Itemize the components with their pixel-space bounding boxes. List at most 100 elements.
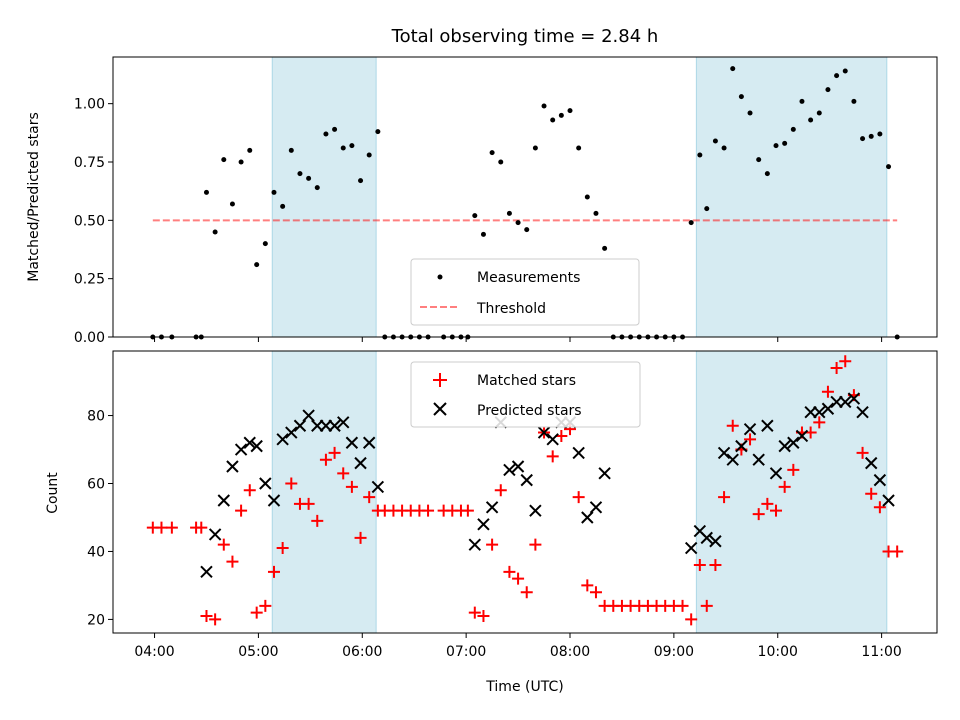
measurements-point-39: [498, 159, 504, 165]
measurements-point-23: [358, 178, 364, 184]
predicted-stars-point-1: [208, 528, 222, 541]
legend-measurements-marker: [437, 274, 443, 280]
measurements-point-81: [860, 136, 866, 142]
measurements-point-69: [756, 157, 762, 163]
legend-matched-label: Matched stars: [477, 373, 576, 389]
measurements-point-74: [799, 98, 805, 104]
predicted-stars-point-15: [328, 419, 341, 432]
measurements-point-13: [271, 189, 277, 195]
measurements-point-15: [288, 147, 294, 153]
top-legend: Measurements Threshold: [410, 258, 640, 326]
top-y-axis-label: Matched/Predicted stars: [26, 112, 42, 282]
measurements-point-42: [524, 227, 530, 233]
matched-stars-point-82: [865, 487, 878, 500]
legend-matched-marker: [433, 373, 447, 387]
matched-stars-point-20: [328, 446, 341, 459]
matched-stars-point-76: [813, 416, 826, 429]
predicted-stars-point-4: [234, 443, 248, 456]
matched-stars-point-15: [285, 477, 298, 490]
top-panel: Total observing time = 2.84 h Matched/Pr…: [26, 26, 938, 346]
measurements-point-18: [314, 185, 320, 191]
measurements-point-62: [697, 152, 703, 158]
matched-stars-point-78: [830, 361, 843, 374]
matched-stars-point-69: [752, 508, 765, 521]
predicted-stars-point-43: [735, 439, 748, 453]
matched-stars-point-71: [770, 504, 783, 517]
bottom-y-axis-label: Count: [45, 472, 61, 514]
measurements-point-8: [229, 201, 235, 207]
bottom-plot-frame: [112, 350, 938, 634]
measurements-point-73: [790, 126, 796, 132]
measurements-point-64: [712, 138, 718, 144]
predicted-stars-point-47: [769, 467, 783, 480]
x-tick-label-11-00: 11:00: [861, 644, 901, 660]
measurements-point-72: [782, 140, 788, 146]
matched-stars-point-36: [468, 606, 481, 619]
measurements-point-48: [576, 145, 582, 151]
measurements-point-67: [738, 94, 744, 100]
predicted-stars-point-19: [362, 436, 376, 449]
matched-stars-point-24: [363, 491, 376, 504]
predicted-stars-point-3: [226, 460, 239, 473]
top-y-tick-label-4: 1.00: [74, 97, 105, 113]
measurements-point-49: [584, 194, 590, 200]
matched-stars-point-70: [761, 497, 774, 510]
predicted-stars-point-30: [546, 433, 559, 446]
predicted-stars-point-46: [761, 419, 774, 432]
measurements-point-66: [730, 66, 736, 72]
predicted-stars-point-53: [821, 402, 835, 415]
measurements-point-36: [472, 213, 478, 219]
matched-stars-point-14: [276, 542, 289, 555]
matched-stars-point-81: [856, 446, 869, 459]
predicted-stars-point-26: [511, 460, 525, 473]
measurements-point-12: [262, 241, 268, 247]
measurements-point-78: [834, 73, 840, 79]
matched-stars-point-8: [226, 555, 239, 568]
matched-stars-point-7: [217, 538, 230, 551]
matched-stars-point-73: [787, 463, 800, 476]
x-tick-label-04-00: 04:00: [134, 644, 174, 660]
predicted-stars-point-50: [795, 429, 809, 443]
measurements-point-38: [489, 150, 495, 156]
top-y-tick-label-2: 0.50: [74, 213, 105, 229]
predicted-stars-point-41: [717, 446, 731, 460]
measurements-point-46: [558, 112, 564, 118]
predicted-stars-point-16: [337, 416, 350, 429]
matched-stars-point-48: [572, 491, 585, 504]
predicted-stars-point-12: [302, 409, 315, 422]
matched-stars-point-35: [461, 504, 474, 517]
predicted-stars-point-55: [839, 395, 852, 409]
x-tick-label-10-00: 10:00: [758, 644, 798, 660]
matched-stars-point-83: [873, 501, 886, 514]
measurements-point-22: [349, 143, 355, 149]
measurements-point-44: [541, 103, 547, 109]
measurements-point-7: [221, 157, 227, 163]
predicted-stars-point-28: [529, 504, 542, 517]
matched-stars-point-23: [354, 531, 367, 544]
matched-stars-point-31: [422, 504, 435, 517]
predicted-stars-point-23: [485, 501, 499, 514]
matched-stars-point-37: [477, 610, 490, 623]
predicted-stars-point-6: [250, 439, 263, 453]
matched-stars-point-61: [685, 613, 698, 626]
measurements-point-9: [238, 159, 244, 165]
matched-stars-point-45: [546, 450, 559, 463]
matched-stars-point-9: [235, 504, 248, 517]
measurements-point-70: [764, 171, 770, 177]
matched-stars-point-43: [529, 538, 542, 551]
x-tick-label-06-00: 06:00: [342, 644, 382, 660]
matched-stars-point-2: [165, 521, 178, 534]
predicted-stars-point-5: [243, 436, 256, 449]
measurements-point-25: [375, 129, 381, 135]
predicted-stars-point-39: [700, 531, 713, 545]
matched-stars-point-1: [155, 521, 168, 534]
predicted-stars-point-57: [856, 405, 869, 419]
predicted-stars-point-10: [285, 426, 298, 439]
predicted-stars-point-37: [684, 541, 698, 555]
measurements-point-68: [747, 110, 753, 116]
top-plot-frame: [112, 56, 938, 338]
matched-stars-point-10: [243, 484, 256, 497]
bot-shaded-interval-1: [271, 350, 377, 634]
matched-stars-point-72: [778, 480, 791, 493]
top-y-tick-label-0: 0.00: [74, 330, 105, 346]
